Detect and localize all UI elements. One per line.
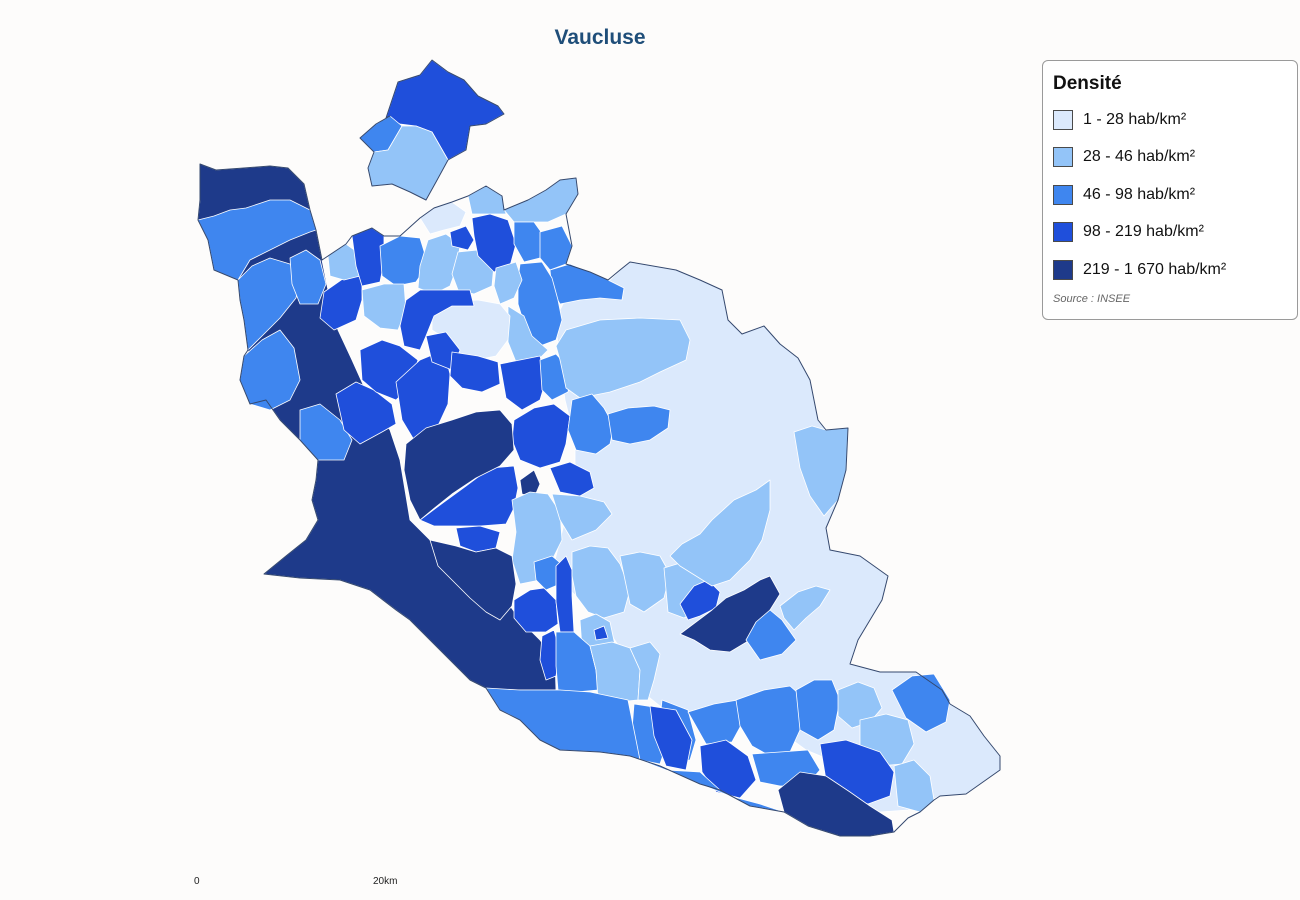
commune-region: [493, 261, 523, 305]
commune-region: [449, 225, 475, 251]
legend-label: 1 - 28 hab/km²: [1083, 110, 1187, 128]
commune-region: [551, 493, 613, 541]
commune-region: [745, 609, 797, 661]
legend-swatch: [1053, 147, 1073, 168]
commune-region: [399, 289, 475, 351]
commune-region: [429, 539, 517, 621]
vaucluse-main: [197, 163, 1001, 837]
legend-item: 98 - 219 hab/km²: [1053, 214, 1287, 252]
legend-swatch: [1053, 184, 1073, 205]
commune-region: [669, 479, 771, 587]
commune-region: [403, 409, 515, 521]
commune-region: [679, 579, 721, 621]
choropleth-map: [197, 59, 1001, 837]
legend-item: 46 - 98 hab/km²: [1053, 176, 1287, 214]
legend-swatch: [1053, 222, 1073, 243]
legend-swatch: [1053, 259, 1073, 280]
legend-label: 98 - 219 hab/km²: [1083, 223, 1204, 241]
commune-region: [395, 349, 451, 441]
commune-region: [837, 681, 883, 729]
commune-region: [513, 587, 559, 633]
commune-region: [539, 225, 573, 271]
commune-region: [503, 177, 579, 223]
map-title: Vaucluse: [554, 26, 646, 49]
legend-item: 28 - 46 hab/km²: [1053, 139, 1287, 177]
scale-start-label: 0: [194, 876, 200, 887]
legend-source: Source : INSEE: [1053, 292, 1131, 305]
commune-region: [513, 221, 545, 263]
legend-label: 219 - 1 670 hab/km²: [1083, 260, 1227, 278]
commune-region: [517, 261, 563, 347]
commune-region: [519, 469, 541, 499]
legend-item: 219 - 1 670 hab/km²: [1053, 251, 1287, 289]
commune-region: [699, 739, 757, 799]
commune-region: [607, 405, 671, 445]
commune-region: [549, 461, 595, 497]
commune-region: [449, 351, 501, 393]
commune-region: [507, 305, 549, 363]
commune-region: [499, 355, 547, 411]
commune-region: [629, 641, 661, 701]
commune-region: [679, 575, 781, 653]
scale-end-label: 20km: [373, 876, 398, 887]
commune-region: [891, 673, 951, 733]
legend-label: 46 - 98 hab/km²: [1083, 185, 1196, 203]
commune-region: [289, 249, 327, 305]
commune-region: [335, 381, 397, 445]
legend-title: Densité: [1053, 73, 1122, 94]
commune-region: [567, 393, 615, 455]
commune-region: [779, 585, 831, 631]
legend-item: 1 - 28 hab/km²: [1053, 101, 1287, 139]
commune-region: [467, 185, 507, 215]
legend-swatch: [1053, 109, 1073, 130]
commune-region: [549, 263, 625, 305]
commune-region: [361, 283, 407, 331]
legend-label: 28 - 46 hab/km²: [1083, 148, 1196, 166]
commune-region: [511, 403, 571, 469]
commune-region: [649, 705, 693, 771]
commune-region: [555, 555, 575, 633]
commune-region: [555, 317, 691, 399]
commune-region: [735, 685, 807, 757]
legend: Densité 1 - 28 hab/km² 28 - 46 hab/km² 4…: [1042, 60, 1298, 320]
commune-region: [795, 679, 841, 741]
commune-region: [593, 625, 609, 641]
commune-region: [539, 629, 561, 681]
commune-region: [571, 545, 631, 619]
enclave-des-papes: [359, 59, 505, 201]
